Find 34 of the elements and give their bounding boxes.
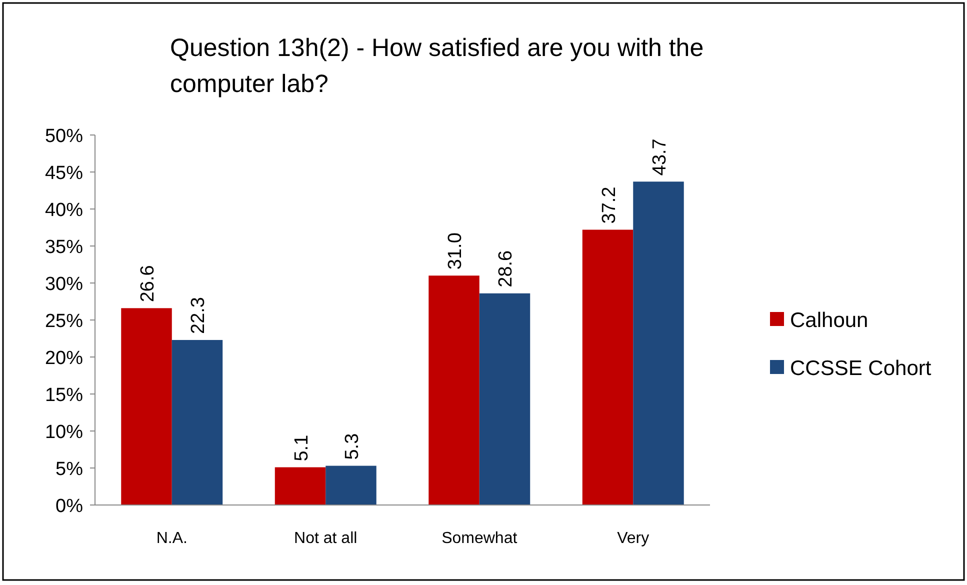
- y-tick-label: 10%: [44, 422, 84, 443]
- bar: [172, 340, 223, 505]
- bar: [582, 230, 634, 505]
- chart-title: Question 13h(2) - How satisfied are you with the computer lab?: [170, 34, 704, 98]
- legend-label: CCSSE Cohort: [790, 357, 932, 380]
- y-tick-label: 15%: [44, 385, 84, 406]
- data-label: 22.3: [188, 296, 210, 334]
- y-tick-label: 20%: [44, 348, 84, 369]
- bar: [479, 293, 530, 505]
- bar: [326, 466, 376, 505]
- bar: [633, 182, 684, 505]
- x-tick-label: Not at all: [294, 530, 358, 547]
- y-tick-label: 40%: [44, 200, 84, 221]
- y-tick-label: 30%: [44, 274, 84, 295]
- x-tick-label: Very: [617, 530, 650, 547]
- y-tick-label: 0%: [56, 496, 84, 517]
- data-label: 31.0: [445, 232, 466, 270]
- y-tick-label: 25%: [44, 311, 84, 332]
- data-label: 43.7: [649, 138, 670, 176]
- bar: [428, 276, 480, 505]
- y-tick-label: 45%: [44, 163, 84, 184]
- y-tick-label: 35%: [44, 237, 84, 258]
- data-label: 28.6: [496, 250, 517, 288]
- data-label: 37.2: [598, 186, 620, 224]
- data-label: 26.6: [138, 265, 159, 302]
- x-tick-label: N.A.: [156, 530, 188, 547]
- bar: [274, 467, 326, 505]
- legend-label: Calhoun: [790, 309, 868, 332]
- y-tick-label: 5%: [56, 459, 84, 480]
- data-label: 5.1: [291, 434, 312, 462]
- data-label: 5.3: [342, 433, 363, 460]
- x-tick-label: Somewhat: [442, 530, 518, 547]
- y-tick-label: 50%: [44, 126, 84, 147]
- bar: [121, 308, 172, 505]
